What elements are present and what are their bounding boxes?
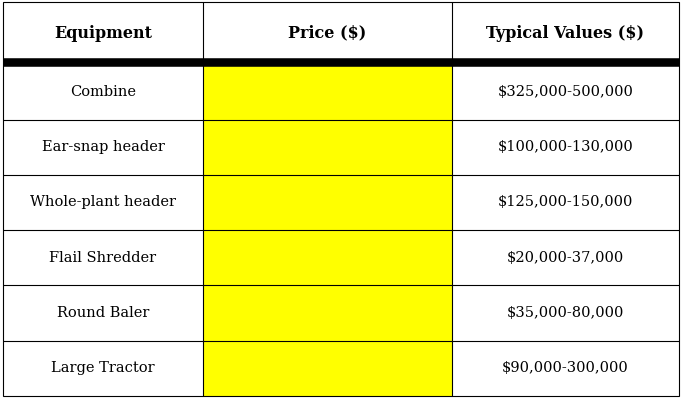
Bar — [203, 2, 452, 64]
Bar — [203, 64, 452, 119]
Text: $35,000-80,000: $35,000-80,000 — [507, 306, 624, 320]
Bar — [3, 175, 203, 230]
Bar — [3, 285, 203, 341]
Bar — [3, 64, 203, 119]
Text: Price ($): Price ($) — [288, 25, 367, 42]
Text: Whole-plant header: Whole-plant header — [30, 195, 176, 209]
Text: Ear-snap header: Ear-snap header — [42, 140, 164, 154]
Text: Combine: Combine — [70, 85, 136, 99]
Bar — [203, 119, 452, 175]
Bar — [203, 285, 452, 341]
Bar — [203, 175, 452, 230]
Bar — [3, 230, 203, 285]
Text: Large Tractor: Large Tractor — [51, 361, 155, 375]
Bar — [452, 2, 679, 64]
Text: $100,000-130,000: $100,000-130,000 — [498, 140, 634, 154]
Bar — [452, 119, 679, 175]
Text: $125,000-150,000: $125,000-150,000 — [498, 195, 633, 209]
Bar — [203, 341, 452, 396]
Bar — [3, 341, 203, 396]
Bar — [452, 285, 679, 341]
Text: Typical Values ($): Typical Values ($) — [486, 25, 644, 42]
Bar — [203, 230, 452, 285]
Text: Equipment: Equipment — [54, 25, 152, 42]
Bar — [452, 175, 679, 230]
Bar — [452, 341, 679, 396]
Text: Flail Shredder: Flail Shredder — [49, 251, 157, 265]
Bar — [452, 64, 679, 119]
Text: $325,000-500,000: $325,000-500,000 — [498, 85, 634, 99]
Bar — [3, 119, 203, 175]
Bar — [3, 2, 203, 64]
Bar — [452, 230, 679, 285]
Text: $20,000-37,000: $20,000-37,000 — [507, 251, 624, 265]
Text: $90,000-300,000: $90,000-300,000 — [502, 361, 629, 375]
Text: Round Baler: Round Baler — [57, 306, 149, 320]
